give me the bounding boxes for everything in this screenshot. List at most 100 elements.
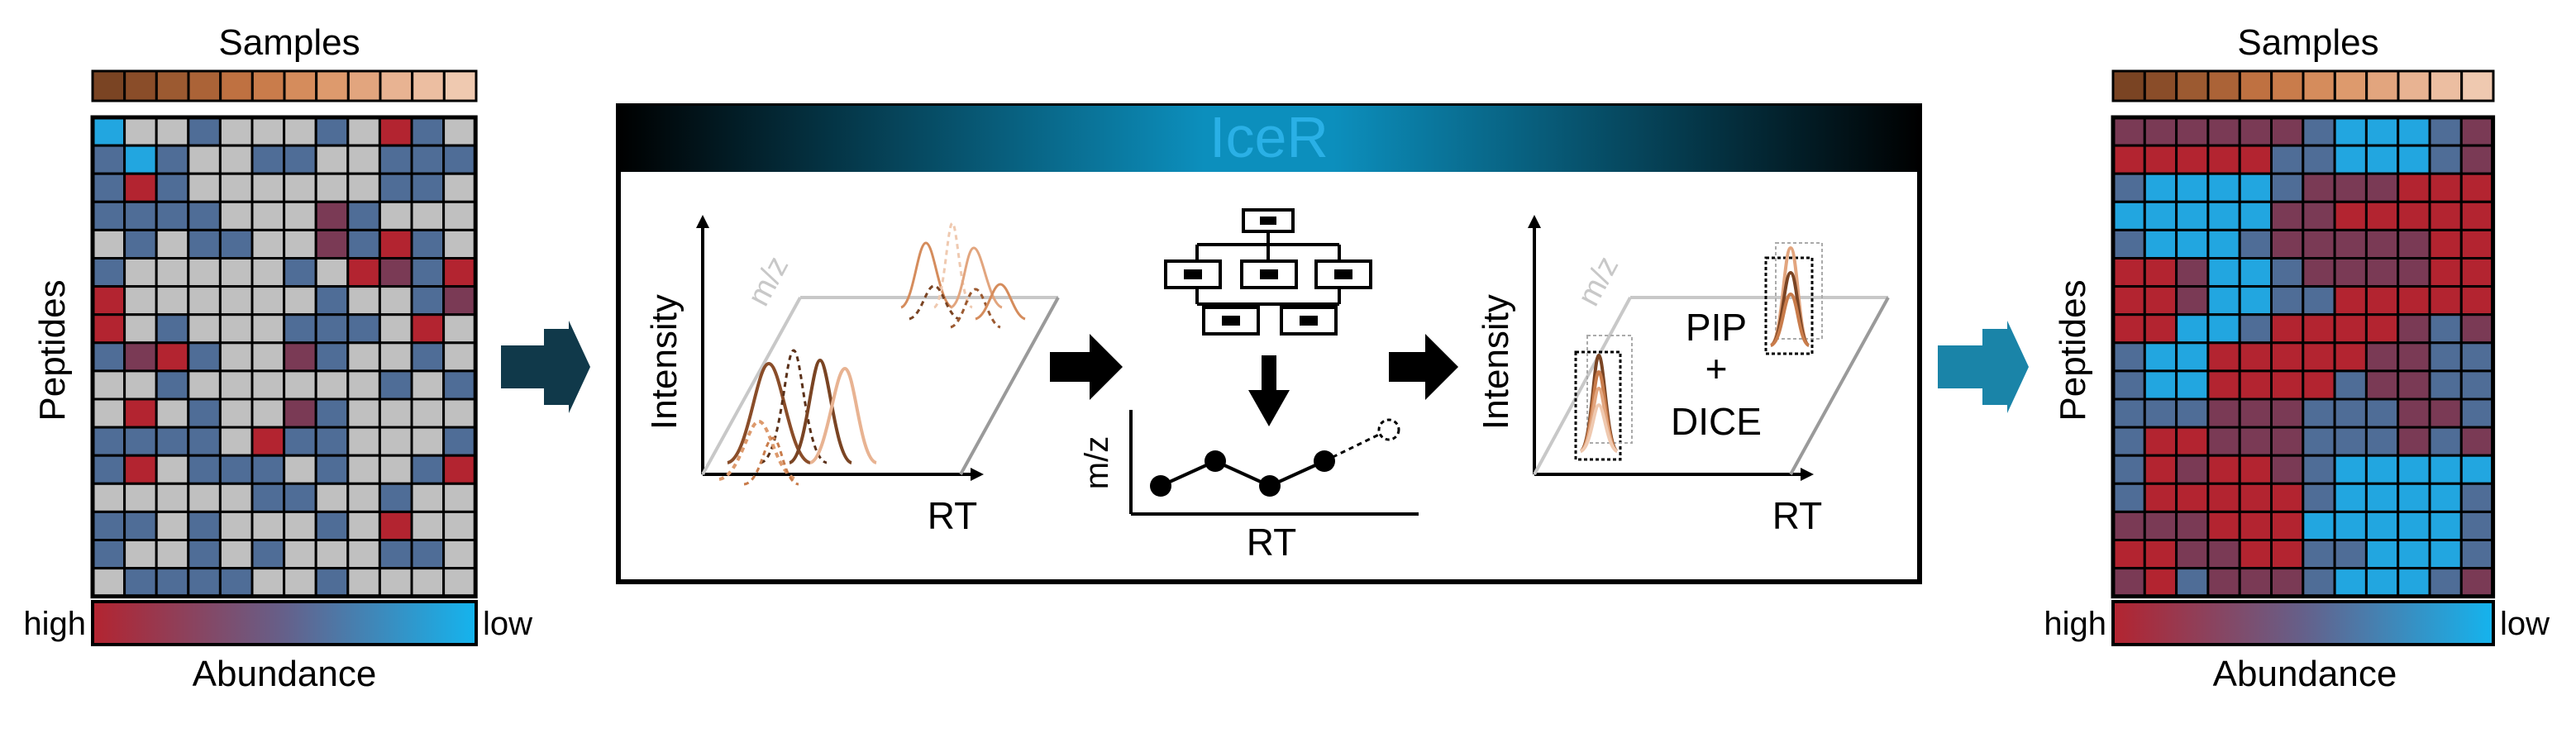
heatmap-cell [2459, 200, 2495, 231]
heatmap-cell [250, 313, 286, 345]
heatmap-cell [123, 313, 158, 345]
heatmap-cell [2238, 285, 2273, 317]
sample-swatch [2428, 69, 2464, 102]
heatmap-cell [283, 397, 317, 429]
heatmap-cell [2270, 482, 2305, 513]
heatmap-cell [2175, 313, 2210, 345]
sample-swatch [2175, 69, 2210, 102]
heatmap-cell [283, 341, 317, 373]
heatmap-cell [2333, 341, 2368, 373]
heatmap-cell [2111, 567, 2146, 598]
heatmap-cell [378, 397, 413, 429]
dark-arrow-icon [501, 321, 590, 413]
heatmap-cell [2333, 144, 2368, 175]
heatmap-cell [314, 144, 350, 175]
heatmap-cell [2333, 116, 2368, 147]
heatmap-cell [314, 228, 350, 259]
teal-arrow-icon [1938, 321, 2029, 413]
heatmap-cell [155, 228, 190, 259]
heatmap-cell [410, 285, 446, 317]
heatmap-cell [155, 482, 190, 513]
heatmap-cell [2175, 116, 2210, 147]
heatmap-cell [2111, 482, 2146, 513]
heatmap-cell [2428, 116, 2463, 147]
heatmap-cell [218, 144, 254, 175]
heatmap-cell [2206, 200, 2241, 231]
heatmap-cell [218, 454, 254, 485]
heatmap-cell [2302, 454, 2336, 485]
heatmap-cell [2111, 228, 2146, 259]
sample-swatch [2238, 69, 2273, 102]
heatmap-cell [155, 341, 190, 373]
heatmap-cell [410, 172, 446, 203]
heatmap-cell [346, 200, 381, 231]
heatmap-cell [2270, 285, 2305, 317]
heatmap-cell [218, 426, 254, 457]
right-abundance-label: Abundance [2213, 654, 2397, 694]
heatmap-cell [123, 397, 158, 429]
heatmap-cell [91, 228, 126, 259]
heatmap-cell [283, 285, 317, 317]
heatmap-cell [2143, 172, 2178, 203]
heatmap-cell [283, 369, 317, 401]
heatmap-cell [346, 454, 381, 485]
left-abundance-label: Abundance [193, 654, 377, 694]
heatmap-cell [2459, 369, 2495, 401]
heatmap-cell [378, 567, 413, 598]
heatmap-cell [2364, 482, 2400, 513]
heatmap-cell [250, 116, 286, 147]
heatmap-cell [2397, 341, 2431, 373]
right-sample-bar [2111, 69, 2495, 102]
heatmap-cell [123, 116, 158, 147]
heatmap-cell [442, 567, 477, 598]
heatmap-cell [2459, 116, 2495, 147]
heatmap-cell [2143, 454, 2178, 485]
heatmap-cell [2333, 426, 2368, 457]
heatmap-cell [2333, 454, 2368, 485]
heatmap-cell [218, 369, 254, 401]
heatmap-cell [2206, 454, 2241, 485]
heatmap-cell [218, 397, 254, 429]
heatmap-cell [2111, 454, 2146, 485]
heatmap-cell [2238, 426, 2273, 457]
heatmap-cell [346, 397, 381, 429]
heatmap-cell [410, 257, 446, 288]
heatmap-cell [2397, 482, 2431, 513]
heatmap-cell [91, 200, 126, 231]
heatmap-cell [2143, 228, 2178, 259]
heatmap-cell [123, 172, 158, 203]
heatmap-cell [123, 228, 158, 259]
heatmap-cell [2111, 144, 2146, 175]
sample-swatch [379, 69, 414, 102]
heatmap-cell [2333, 539, 2368, 570]
heatmap-cell [123, 341, 158, 373]
heatmap-cell [2333, 397, 2368, 429]
heatmap-cell [2428, 510, 2463, 542]
heatmap-cell [346, 341, 381, 373]
heatmap-cell [187, 116, 222, 147]
heatmap-cell [2397, 454, 2431, 485]
heatmap-cell [91, 144, 126, 175]
heatmap-cell [155, 454, 190, 485]
heatmap-cell [2238, 313, 2273, 345]
heatmap-cell [2206, 397, 2241, 429]
heatmap-cell [91, 285, 126, 317]
heatmap-cell [346, 172, 381, 203]
heatmap-cell [123, 200, 158, 231]
heatmap-cell [2428, 426, 2463, 457]
icer-box: IceR Intensity m/z RT [616, 103, 1922, 584]
heatmap-cell [2333, 228, 2368, 259]
heatmap-cell [2364, 397, 2400, 429]
heatmap-cell [2364, 257, 2400, 288]
heatmap-cell [2238, 454, 2273, 485]
heatmap-cell [2459, 510, 2495, 542]
heatmap-cell [250, 369, 286, 401]
heatmap-cell [442, 454, 477, 485]
heatmap-cell [283, 426, 317, 457]
heatmap-cell [2364, 116, 2400, 147]
heatmap-cell [250, 510, 286, 542]
heatmap-cell [2238, 257, 2273, 288]
heatmap-cell [2397, 144, 2431, 175]
heatmap-cell [2459, 257, 2495, 288]
